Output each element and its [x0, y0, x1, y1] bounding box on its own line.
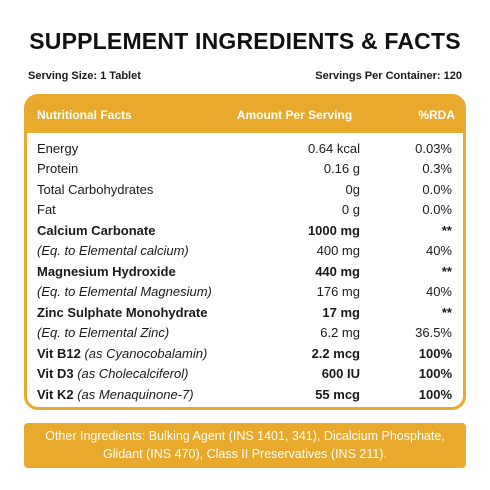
rda-value: 100% [418, 345, 452, 361]
amount-value: 0.64 kcal [307, 140, 360, 156]
table-row: Magnesium Hydroxide 440 mg ** [27, 261, 463, 282]
rda-value: ** [441, 263, 452, 279]
table-row: (Eq. to Elemental Zinc) 6.2 mg 36.5% [27, 323, 463, 344]
rda-value: 0.0% [422, 202, 452, 218]
nutrient-label: Total Carbohydrates [37, 181, 154, 197]
nutrient-label: Fat [37, 202, 56, 218]
amount-value: 600 IU [321, 366, 360, 382]
table-row: Energy 0.64 kcal 0.03% [27, 138, 463, 159]
amount-value: 0g [345, 181, 360, 197]
nutrient-name: Vit K2 (as Menaquinone-7) [37, 387, 248, 402]
table-header: Nutritional Facts Amount Per Serving %RD… [27, 97, 463, 133]
nutrient-label: (Eq. to Elemental Magnesium) [37, 284, 212, 300]
nutrient-name: Total Carbohydrates [37, 182, 248, 197]
rda-value: ** [441, 222, 452, 238]
nutrient-name: (Eq. to Elemental Magnesium) [37, 284, 248, 299]
nutrient-label: Zinc Sulphate Monohydrate [37, 304, 208, 320]
table-row: Vit K2 (as Menaquinone-7) 55 mcg 100% [27, 384, 463, 405]
nutrient-label: Protein [37, 161, 79, 177]
nutrient-label: Vit B12 [37, 345, 85, 361]
rda-value: ** [441, 304, 452, 320]
amount-value: 2.2 mcg [311, 345, 360, 361]
header-rda: %RDA [418, 108, 455, 122]
rda-value: 100% [418, 366, 452, 382]
nutrient-name: Calcium Carbonate [37, 223, 248, 238]
page-title: SUPPLEMENT INGREDIENTS & FACTS [29, 28, 461, 54]
serving-info: Serving Size: 1 Tablet Servings Per Cont… [28, 70, 462, 86]
table-body: Energy 0.64 kcal 0.03% Protein 0.16 g 0.3% Tot… [27, 133, 463, 405]
table-row: Zinc Sulphate Monohydrate 17 mg ** [27, 302, 463, 323]
nutrient-name: Energy [37, 141, 248, 156]
nutrient-name: Zinc Sulphate Monohydrate [37, 305, 248, 320]
amount-value: 400 mg [316, 243, 360, 259]
nutrient-label: Magnesium Hydroxide [37, 263, 176, 279]
amount-value: 0.16 g [323, 161, 360, 177]
amount-value: 55 mcg [315, 386, 360, 402]
nutrient-label: Vit D3 [37, 366, 78, 382]
table-row: (Eq. to Elemental calcium) 400 mg 40% [27, 241, 463, 262]
servings-per-container: Servings Per Container: 120 [315, 70, 462, 82]
header-amount-per-serving: Amount Per Serving [236, 108, 353, 122]
table-row: Fat 0 g 0.0% [27, 200, 463, 221]
table-row: Vit B12 (as Cyanocobalamin) 2.2 mcg 100% [27, 343, 463, 364]
nutrient-name: Vit B12 (as Cyanocobalamin) [37, 346, 248, 361]
table-row: Protein 0.16 g 0.3% [27, 159, 463, 180]
amount-value: 1000 mg [307, 222, 360, 238]
amount-value: 176 mg [316, 284, 360, 300]
nutrient-name: Protein [37, 161, 248, 176]
amount-value: 440 mg [315, 263, 360, 279]
nutrient-source: (as Cholecalciferol) [77, 366, 189, 382]
nutrient-label: Energy [37, 140, 79, 156]
nutrient-source: (as Menaquinone-7) [77, 386, 194, 402]
amount-value: 0 g [341, 202, 360, 218]
other-ingredients: Other Ingredients: Bulking Agent (INS 14… [24, 423, 466, 468]
nutrient-source: (as Cyanocobalamin) [84, 345, 208, 361]
nutrient-label: (Eq. to Elemental Zinc) [37, 325, 170, 341]
rda-value: 0.03% [415, 140, 452, 156]
amount-value: 6.2 mg [320, 325, 360, 341]
rda-value: 40% [425, 284, 452, 300]
table-row: Total Carbohydrates 0g 0.0% [27, 179, 463, 200]
nutrient-name: (Eq. to Elemental calcium) [37, 243, 248, 258]
amount-value: 17 mg [322, 304, 360, 320]
rda-value: 100% [418, 386, 452, 402]
table-row: Vit D3 (as Cholecalciferol) 600 IU 100% [27, 364, 463, 385]
nutrition-facts-table: Nutritional Facts Amount Per Serving %RD… [24, 94, 466, 410]
nutrient-name: Fat [37, 202, 248, 217]
table-row: Calcium Carbonate 1000 mg ** [27, 220, 463, 241]
nutrient-name: (Eq. to Elemental Zinc) [37, 325, 248, 340]
nutrient-label: Vit K2 [37, 386, 78, 402]
rda-value: 40% [425, 243, 452, 259]
rda-value: 36.5% [415, 325, 452, 341]
rda-value: 0.0% [422, 181, 452, 197]
nutrient-label: (Eq. to Elemental calcium) [37, 243, 189, 259]
nutrient-name: Magnesium Hydroxide [37, 264, 248, 279]
header-nutritional-facts: Nutritional Facts [37, 108, 132, 122]
nutrient-label: Calcium Carbonate [37, 222, 156, 238]
serving-size: Serving Size: 1 Tablet [28, 70, 141, 82]
table-row: (Eq. to Elemental Magnesium) 176 mg 40% [27, 282, 463, 303]
rda-value: 0.3% [422, 161, 452, 177]
nutrient-name: Vit D3 (as Cholecalciferol) [37, 366, 248, 381]
